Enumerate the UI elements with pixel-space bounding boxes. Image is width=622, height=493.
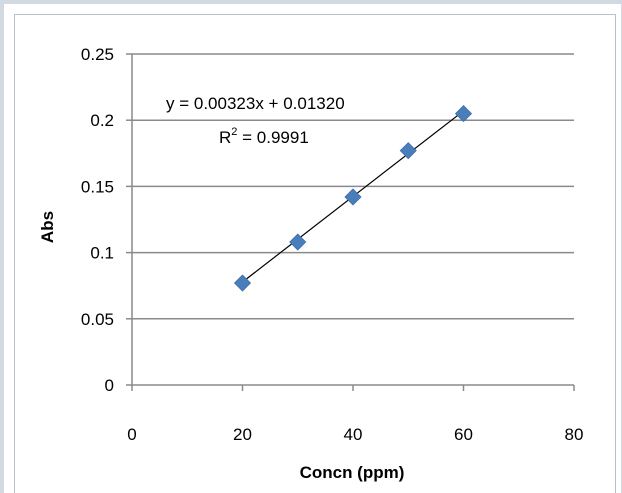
x-tick-label: 80 — [565, 425, 584, 444]
y-tick-label: 0.25 — [81, 45, 114, 64]
y-tick-label: 0.2 — [90, 111, 114, 130]
data-point — [399, 142, 417, 160]
data-point — [344, 188, 362, 206]
x-tick-label: 40 — [344, 425, 363, 444]
x-tick-label: 60 — [454, 425, 473, 444]
axes — [126, 53, 575, 391]
x-tick-label: 0 — [127, 425, 136, 444]
y-tick-label: 0 — [105, 376, 114, 395]
data-point — [289, 233, 307, 251]
x-tick-labels: 0 20 40 60 80 — [127, 425, 583, 444]
y-tick-label: 0.15 — [81, 177, 114, 196]
y-axis-title: Abs — [38, 211, 57, 243]
x-axis-title: Concn (ppm) — [300, 463, 405, 482]
chart-area — [14, 14, 616, 493]
y-tick-label: 0.1 — [90, 244, 114, 263]
data-point — [454, 105, 473, 123]
y-tick-labels: 0 0.05 0.1 0.15 0.2 0.25 — [81, 45, 114, 395]
r-squared-label: R2 = 0.9991 — [219, 126, 309, 147]
data-point — [233, 274, 252, 292]
data-points — [233, 105, 473, 292]
equation-label: y = 0.00323x + 0.01320 — [166, 94, 345, 113]
x-tick-label: 20 — [233, 425, 252, 444]
gridlines — [132, 53, 574, 320]
y-tick-label: 0.05 — [81, 310, 114, 329]
